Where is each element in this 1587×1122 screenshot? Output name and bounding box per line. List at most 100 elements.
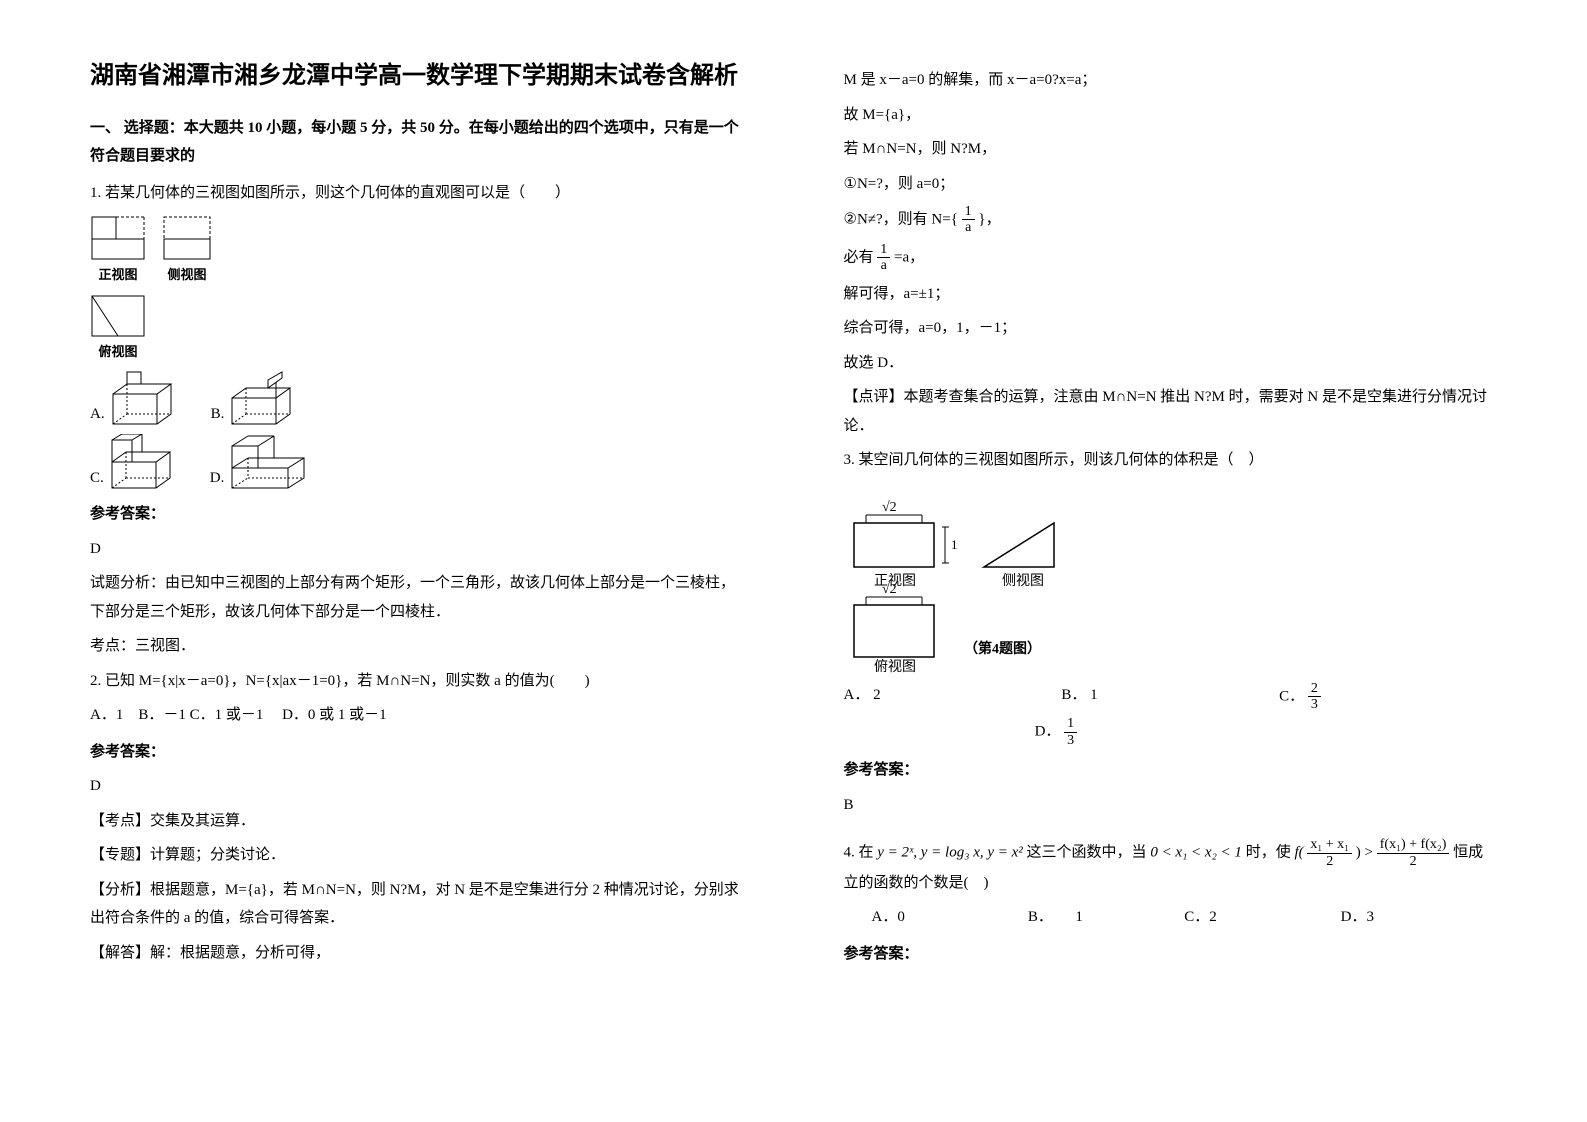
q4-gt: ) > — [1356, 844, 1373, 860]
q3-optC-den: 3 — [1308, 697, 1321, 712]
q4-fof: f( — [1294, 844, 1303, 860]
q2-r5: ②N≠?，则有 N={ 1 a }， — [844, 204, 1498, 236]
q2-r6a: 必有 — [844, 249, 874, 265]
q2-r2: 故 M={a}， — [844, 101, 1498, 130]
q4-optA: A．0 — [872, 903, 1028, 932]
q4-cond: 0 < x₁ < x₂ < 1 — [1150, 844, 1242, 860]
side-view-label: 侧视图 — [162, 263, 212, 288]
q2-answer: D — [90, 772, 744, 801]
q2-line1: 【考点】交集及其运算． — [90, 807, 744, 836]
frac-den-2: a — [877, 258, 890, 273]
q1-side-view: 侧视图 — [162, 213, 212, 288]
q4-ln: x₁ + x₁ — [1307, 837, 1352, 853]
q1-views-row1: 正视图 侧视图 — [90, 213, 744, 288]
section-1-heading: 一、 选择题：本大题共 10 小题，每小题 5 分，共 50 分。在每小题给出的… — [90, 114, 744, 171]
q3-choices-row1: A． 2 B． 1 C． 2 3 — [844, 681, 1498, 713]
q1-front-view: 正视图 — [90, 213, 146, 288]
front-view-label: 正视图 — [90, 263, 146, 288]
q4-optB: B． 1 — [1028, 903, 1184, 932]
q2-r5a: ②N≠?，则有 N={ — [844, 211, 958, 227]
q4-frac-right: f(x₁) + f(x₂) 2 — [1377, 837, 1450, 869]
q3-figure: √2 1 正视图 侧视图 √2 俯视图 （第4题图） — [844, 493, 1498, 673]
q4-funcs: y = 2ˣ, y = log₃ x, y = x² — [877, 844, 1023, 860]
top-view-icon — [90, 294, 146, 338]
q1-optA-icon — [109, 370, 181, 428]
q2-line2: 【专题】计算题；分类讨论． — [90, 841, 744, 870]
q3-caption: （第4题图） — [964, 640, 1041, 657]
q4-a: 4. 在 — [844, 844, 874, 860]
q2-r9: 故选 D． — [844, 349, 1498, 378]
q3-optD-den: 3 — [1064, 733, 1077, 748]
frac-den: a — [962, 220, 975, 235]
svg-text:√2: √2 — [882, 582, 897, 597]
q3-optC-num: 2 — [1308, 681, 1321, 697]
q4-optC: C．2 — [1184, 903, 1340, 932]
q3-optA: A． 2 — [844, 681, 1062, 713]
q2-options: A．1 B．－1 C．1 或－1 D．0 或 1 或－1 — [90, 701, 744, 730]
q1-optC-label: C. — [90, 464, 104, 493]
q2-r3: 若 M∩N=N，则 N?M， — [844, 135, 1498, 164]
q4-frac-left: x₁ + x₁ 2 — [1307, 837, 1352, 869]
q1-options-row1: A. B. — [90, 370, 744, 428]
q3-optD-num: 1 — [1064, 716, 1077, 732]
left-column: 湖南省湘潭市湘乡龙潭中学高一数学理下学期期末试卷含解析 一、 选择题：本大题共 … — [0, 0, 794, 1122]
q4-rn: f(x₁) + f(x₂) — [1377, 837, 1450, 853]
q1-analysis-1: 试题分析：由已知中三视图的上部分有两个矩形，一个三角形，故该几何体上部分是一个三… — [90, 569, 744, 626]
q3-optC-frac: 2 3 — [1308, 681, 1321, 713]
frac-1-over-a-2: 1 a — [877, 242, 890, 274]
q3-answer: B — [844, 791, 1498, 820]
q3-optC-l: C． — [1279, 688, 1304, 704]
frac-num: 1 — [962, 204, 975, 220]
exam-title: 湖南省湘潭市湘乡龙潭中学高一数学理下学期期末试卷含解析 — [90, 60, 744, 94]
q4-c: 时，使 — [1246, 844, 1291, 860]
q2-r7: 解可得，a=±1； — [844, 280, 1498, 309]
q1-optD-label: D. — [210, 464, 225, 493]
svg-text:1: 1 — [951, 537, 958, 552]
q4-ld: 2 — [1307, 854, 1352, 869]
q1-answer-label: 参考答案： — [90, 500, 744, 529]
svg-text:√2: √2 — [882, 500, 897, 515]
q3-optD-l: D． — [1035, 724, 1061, 740]
frac-num-2: 1 — [877, 242, 890, 258]
q3-optB-l: B． — [1061, 687, 1086, 703]
q4-rd: 2 — [1377, 854, 1450, 869]
q2-line4: 【解答】解：根据题意，分析可得， — [90, 939, 744, 968]
q2-r4: ①N=?，则 a=0； — [844, 170, 1498, 199]
q3-answer-label: 参考答案： — [844, 756, 1498, 785]
q2-answer-label: 参考答案： — [90, 738, 744, 767]
q1-optB-icon — [228, 370, 300, 428]
q1-optB-label: B. — [211, 400, 225, 429]
frac-1-over-a-1: 1 a — [962, 204, 975, 236]
q3-optB-v: 1 — [1090, 687, 1098, 703]
q2-r8: 综合可得，a=0，1，－1； — [844, 314, 1498, 343]
q3-optD: D． 1 3 — [948, 716, 1164, 748]
q3-optA-l: A． — [844, 687, 870, 703]
q1-top-view: 俯视图 — [90, 294, 744, 365]
q3-optA-v: 2 — [873, 687, 881, 703]
q2-r6b: =a， — [894, 249, 924, 265]
q1-optC-icon — [108, 434, 180, 492]
side-view-icon — [162, 213, 212, 261]
q1-options-row2: C. D. — [90, 434, 744, 492]
q3-views-icon: √2 1 正视图 侧视图 √2 俯视图 （第4题图） — [844, 493, 1084, 673]
q3-optD-frac: 1 3 — [1064, 716, 1077, 748]
q1-optD-icon — [228, 434, 314, 492]
q1-stem: 1. 若某几何体的三视图如图所示，则这个几何体的直观图可以是（ ） — [90, 179, 744, 208]
q3-side-label: 侧视图 — [1002, 573, 1044, 589]
q1-analysis-2: 考点：三视图． — [90, 632, 744, 661]
q2-r5b: }， — [978, 211, 1000, 227]
q3-stem: 3. 某空间几何体的三视图如图所示，则该几何体的体积是（ ） — [844, 446, 1498, 475]
right-column: M 是 x－a=0 的解集，而 x－a=0?x=a； 故 M={a}， 若 M∩… — [794, 0, 1587, 1122]
q2-r6: 必有 1 a =a， — [844, 242, 1498, 274]
front-view-icon — [90, 213, 146, 261]
q2-stem: 2. 已知 M={x|x－a=0}，N={x|ax－1=0}，若 M∩N=N，则… — [90, 667, 744, 696]
q2-r1: M 是 x－a=0 的解集，而 x－a=0?x=a； — [844, 66, 1498, 95]
q1-answer: D — [90, 535, 744, 564]
q2-line3: 【分析】根据题意，M={a}，若 M∩N=N，则 N?M，对 N 是不是空集进行… — [90, 876, 744, 933]
q4-optD: D．3 — [1341, 903, 1497, 932]
q3-top-label: 俯视图 — [874, 659, 916, 673]
q3-optC: C． 2 3 — [1279, 681, 1497, 713]
q2-r10: 【点评】本题考查集合的运算，注意由 M∩N=N 推出 N?M 时，需要对 N 是… — [844, 383, 1498, 440]
q3-optB: B． 1 — [1061, 681, 1279, 713]
q4-choices: A．0 B． 1 C．2 D．3 — [844, 903, 1498, 932]
